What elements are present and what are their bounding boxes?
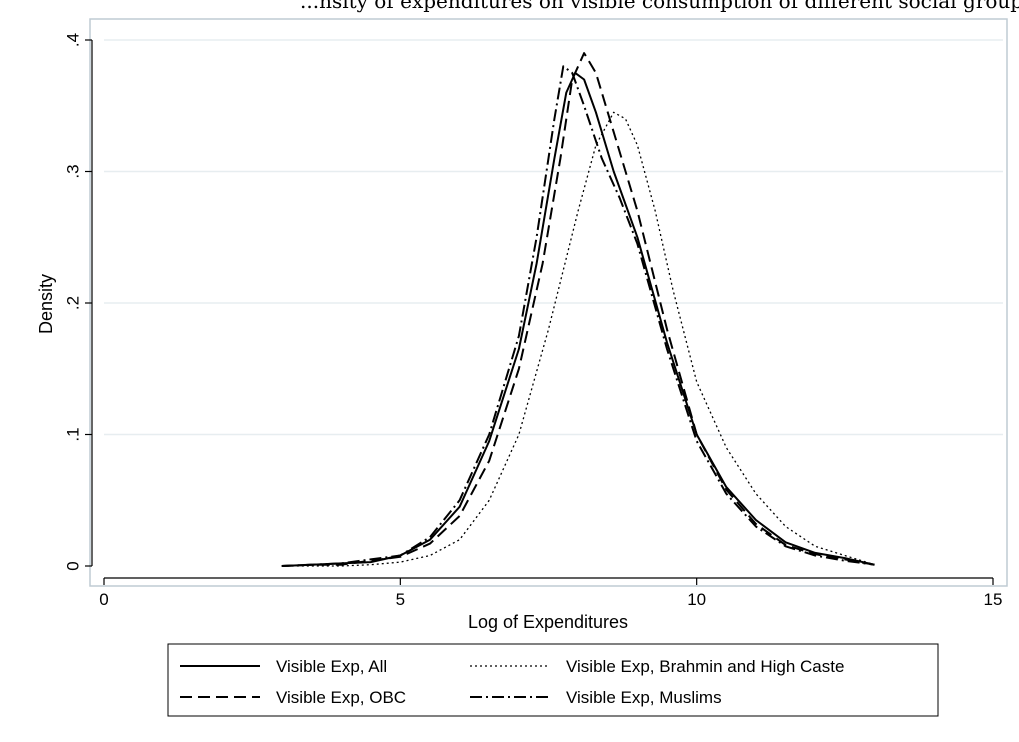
legend-label: Visible Exp, Brahmin and High Caste [566, 657, 844, 676]
series-line-dashdot [281, 65, 875, 567]
y-tick-label: .2 [63, 296, 82, 310]
legend-box [167, 643, 939, 717]
y-tick-label: 0 [63, 561, 82, 570]
series [281, 52, 875, 567]
legend: Visible Exp, All Visible Exp, Brahmin and… [167, 643, 939, 717]
grid [104, 39, 1003, 436]
y-tick-label: .3 [63, 164, 82, 178]
ticks: 0 5 10 15 0 .1 .2 .3 .4 [63, 33, 1002, 609]
series-line-dashed [281, 52, 875, 567]
legend-label: Visible Exp, OBC [276, 688, 406, 707]
x-tick-label: 0 [99, 590, 108, 609]
x-tick-label: 5 [396, 590, 405, 609]
legend-label: Visible Exp, All [276, 657, 387, 676]
x-axis-title: Log of Expenditures [468, 612, 628, 632]
y-axis-title: Density [36, 274, 56, 334]
legend-label: Visible Exp, Muslims [566, 688, 722, 707]
series-line-dotted [281, 111, 875, 567]
axes [91, 40, 993, 579]
series-line-solid [281, 71, 875, 567]
y-tick-label: .1 [63, 427, 82, 441]
y-tick-label: .4 [63, 33, 82, 47]
x-tick-label: 15 [984, 590, 1003, 609]
x-tick-label: 10 [687, 590, 706, 609]
caption-fragment: ...nsity of expenditures on visible cons… [300, 0, 1019, 13]
